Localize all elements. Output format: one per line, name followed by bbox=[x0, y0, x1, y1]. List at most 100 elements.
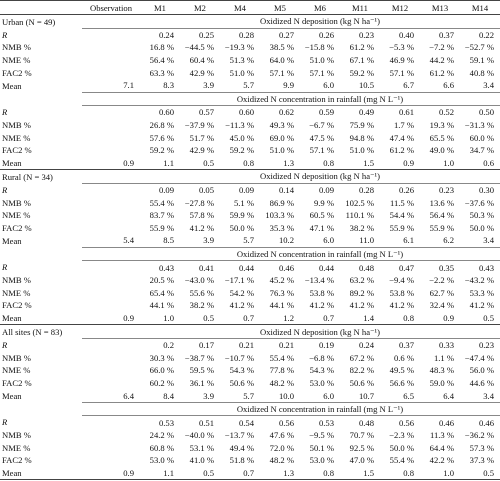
value-cell: 60.4 % bbox=[189, 55, 214, 66]
value-cell: 34.7 % bbox=[469, 145, 494, 156]
value-cell: 47.1 % bbox=[309, 222, 334, 233]
cell bbox=[82, 247, 140, 262]
block-title: Oxidized N concentration in rainfall (mg… bbox=[140, 402, 500, 417]
value-cell: 0.47 bbox=[398, 262, 414, 273]
data-row: NMB % 16.8 % −44.5 % −19.3 % 38.5 % −15.8 % 61… bbox=[0, 41, 500, 54]
row-label: NMB % bbox=[2, 430, 31, 441]
value-cell: −27.8 % bbox=[184, 197, 214, 208]
value-cell: 0.05 bbox=[198, 185, 214, 196]
value-cell: 0.54 bbox=[238, 417, 254, 428]
header-cell bbox=[0, 0, 82, 15]
data-row: NME % 60.8 % 53.1 % 49.4 % 72.0 % 50.1 % 92.5 … bbox=[0, 442, 500, 455]
value-cell: 65.4 % bbox=[149, 287, 174, 298]
value-cell: 63.2 % bbox=[349, 275, 374, 286]
value-cell: 53.0 % bbox=[149, 455, 174, 466]
cell bbox=[82, 416, 140, 429]
value-cell: 57.1 % bbox=[309, 67, 334, 78]
data-row: Mean 0.9 1.1 0.5 0.7 1.3 0.8 1.5 0.8 1.0 0.5 bbox=[0, 466, 500, 481]
value-cell: 0.56 bbox=[278, 417, 294, 428]
value-cell: 92.5 % bbox=[349, 442, 374, 453]
cell bbox=[82, 299, 140, 312]
value-cell: −7.2 % bbox=[429, 42, 454, 53]
row-label: NME % bbox=[2, 210, 31, 221]
value-cell: 1.1 bbox=[140, 466, 180, 481]
value-cell: 55.4 % bbox=[269, 352, 294, 363]
value-cell: −6.7 % bbox=[309, 120, 334, 131]
value-cell: 41.2 % bbox=[309, 300, 334, 311]
value-cell: 61.2 % bbox=[429, 67, 454, 78]
cell bbox=[82, 92, 140, 107]
value-cell: 53.1 % bbox=[189, 442, 214, 453]
row-label: FAC2 % bbox=[2, 145, 32, 156]
value-cell: 6.2 bbox=[420, 234, 460, 248]
value-cell: 0.56 bbox=[398, 417, 414, 428]
value-cell: 0.14 bbox=[278, 185, 294, 196]
value-cell: 48.2 % bbox=[269, 377, 294, 388]
value-cell: 0.43 bbox=[158, 262, 174, 273]
cell bbox=[82, 41, 140, 54]
value-cell: 0.35 bbox=[438, 262, 454, 273]
cell bbox=[82, 196, 140, 209]
value-cell: −13.7 % bbox=[224, 430, 254, 441]
data-row: R 0.24 0.25 0.28 0.27 0.26 0.23 0.40 0.37 0.22 bbox=[0, 28, 500, 41]
value-cell: −13.4 % bbox=[304, 275, 334, 286]
value-cell: 1.4 bbox=[340, 311, 380, 326]
value-cell: −44.5 % bbox=[184, 42, 214, 53]
value-cell: 0.52 bbox=[438, 107, 454, 118]
row-label: R bbox=[2, 417, 8, 428]
value-cell: 102.5 % bbox=[345, 197, 374, 208]
observation-cell: 0.9 bbox=[82, 466, 140, 481]
value-cell: 82.2 % bbox=[349, 365, 374, 376]
row-label: NMB % bbox=[2, 197, 31, 208]
value-cell: 53.0 % bbox=[309, 377, 334, 388]
cell bbox=[82, 14, 140, 29]
value-cell: 46.9 % bbox=[389, 55, 414, 66]
value-cell: 32.4 % bbox=[429, 300, 454, 311]
value-cell: 0.43 bbox=[478, 262, 494, 273]
value-cell: 55.4 % bbox=[389, 455, 414, 466]
value-cell: 6.7 bbox=[380, 78, 420, 93]
data-row: R 0.2 0.17 0.21 0.21 0.19 0.24 0.37 0.33 0.23 bbox=[0, 338, 500, 351]
value-cell: 41.2 % bbox=[389, 300, 414, 311]
value-cell: 53.3 % bbox=[469, 287, 494, 298]
value-cell: 53.0 % bbox=[309, 455, 334, 466]
value-cell: −43.2 % bbox=[464, 275, 494, 286]
value-cell: 64.0 % bbox=[269, 55, 294, 66]
value-cell: 49.0 % bbox=[429, 145, 454, 156]
block-title: Oxidized N concentration in rainfall (mg… bbox=[140, 92, 500, 107]
value-cell: 41.2 % bbox=[189, 222, 214, 233]
value-cell: 59.0 % bbox=[429, 377, 454, 388]
value-cell: 0.8 bbox=[300, 156, 340, 171]
value-cell: 57.1 % bbox=[389, 67, 414, 78]
value-cell: 59.9 % bbox=[229, 210, 254, 221]
value-cell: 51.8 % bbox=[229, 455, 254, 466]
data-row: NME % 66.0 % 59.5 % 54.3 % 77.8 % 54.3 % 82.2 … bbox=[0, 364, 500, 377]
data-row: FAC2 % 59.2 % 42.9 % 59.2 % 51.0 % 57.1 % 51.0… bbox=[0, 144, 500, 157]
value-cell: 0.53 bbox=[318, 417, 334, 428]
observation-cell: 6.4 bbox=[82, 389, 140, 403]
value-cell: 49.5 % bbox=[389, 365, 414, 376]
row-label: NMB % bbox=[2, 275, 31, 286]
row-label: FAC2 % bbox=[2, 67, 32, 78]
value-cell: −43.0 % bbox=[184, 275, 214, 286]
data-row: NMB % 26.8 % −37.9 % −11.3 % 49.3 % −6.7 % 75.… bbox=[0, 119, 500, 132]
cell bbox=[82, 144, 140, 157]
value-cell: 60.2 % bbox=[149, 377, 174, 388]
value-cell: 54.3 % bbox=[229, 365, 254, 376]
value-cell: 0.57 bbox=[198, 107, 214, 118]
value-cell: 13.6 % bbox=[429, 197, 454, 208]
block-title-row: All sites (N = 83) Oxidized N deposition … bbox=[0, 324, 500, 339]
value-cell: 45.0 % bbox=[229, 132, 254, 143]
row-label: Mean bbox=[2, 235, 22, 246]
value-cell: 10.2 bbox=[260, 234, 300, 248]
value-cell: 0.21 bbox=[238, 340, 254, 351]
value-cell: 42.9 % bbox=[189, 145, 214, 156]
value-cell: 51.0 % bbox=[269, 145, 294, 156]
value-cell: 38.2 % bbox=[189, 300, 214, 311]
cell bbox=[82, 222, 140, 235]
value-cell: 63.3 % bbox=[149, 67, 174, 78]
value-cell: 8.4 bbox=[140, 389, 180, 403]
value-cell: 48.2 % bbox=[269, 455, 294, 466]
